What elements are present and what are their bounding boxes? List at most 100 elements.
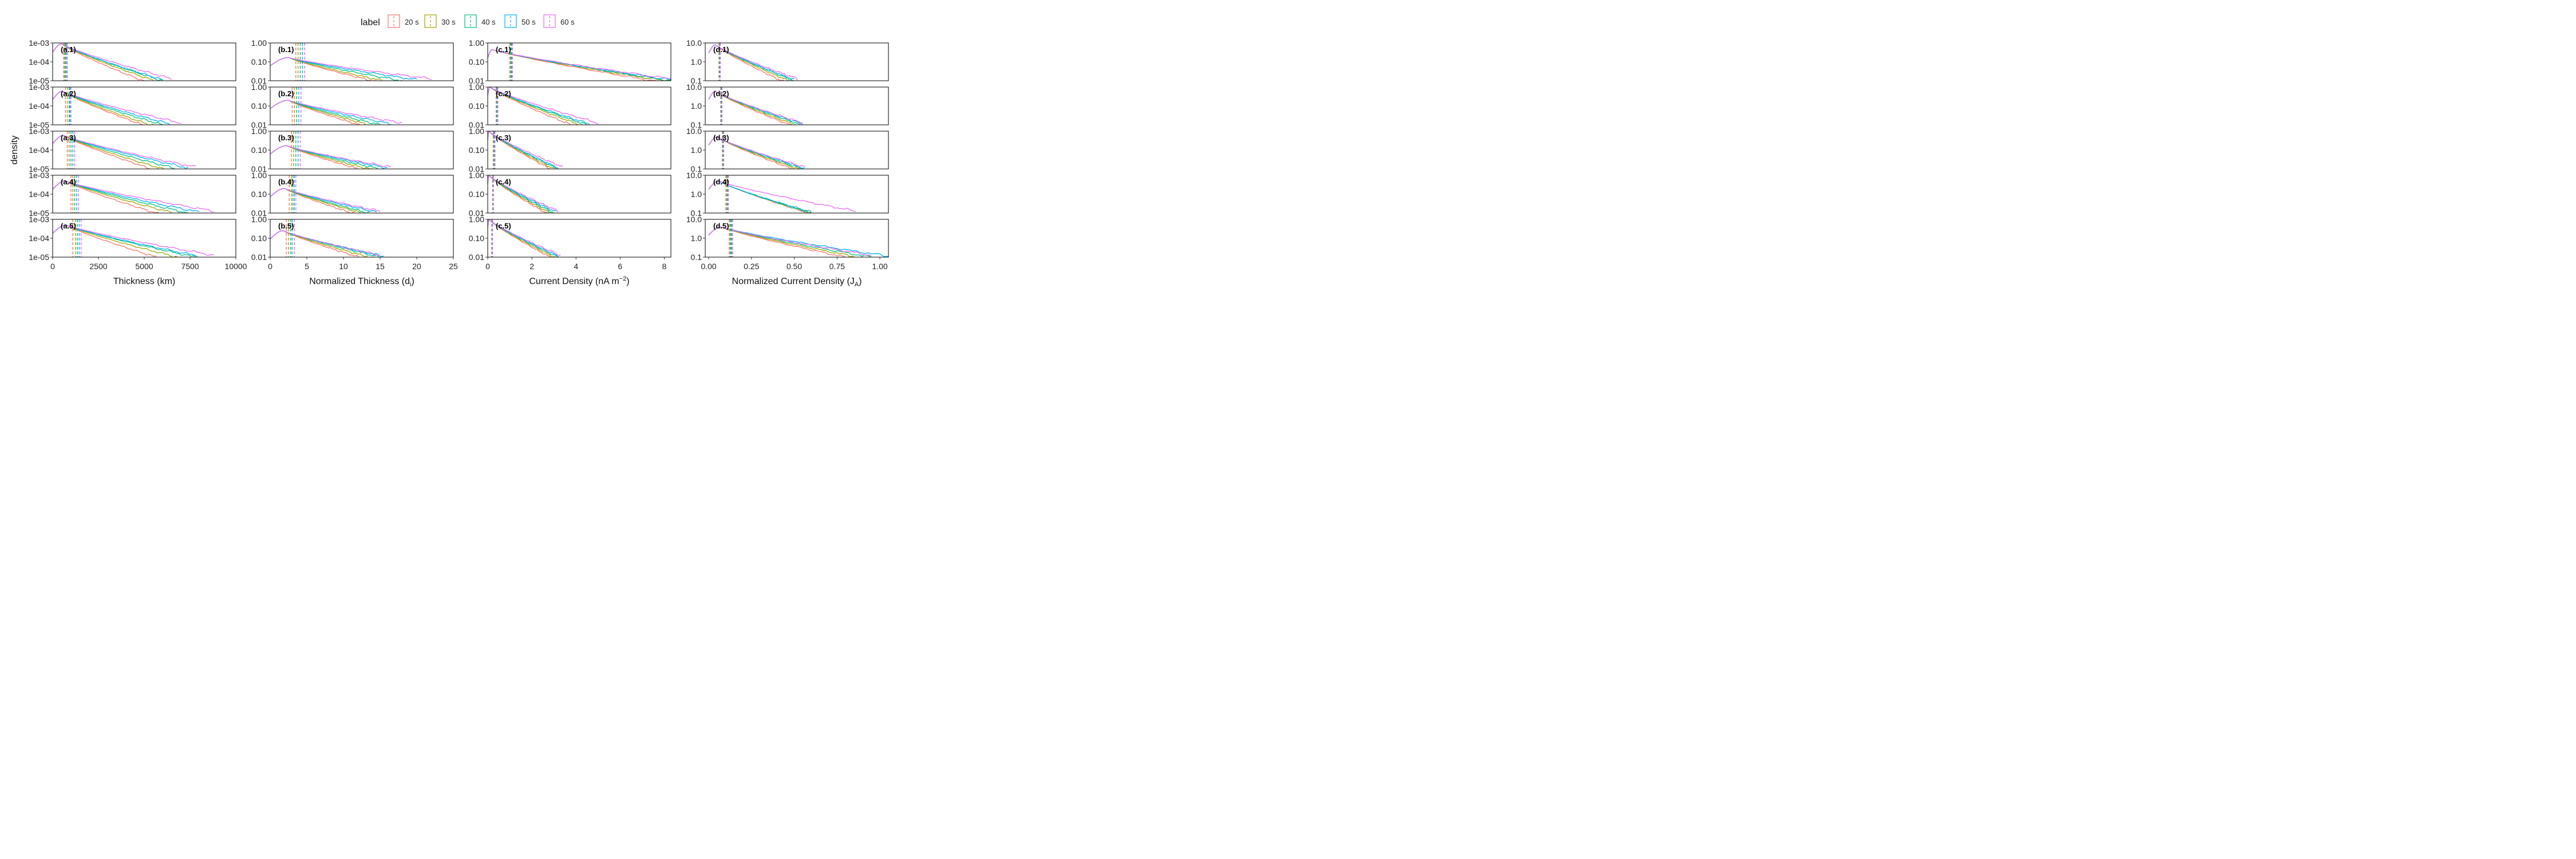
- x-axis-title: Normalized Thickness (di): [309, 277, 414, 288]
- y-tick-label: 1.00: [469, 215, 484, 224]
- y-tick-label: 1.00: [469, 171, 484, 180]
- panel-frame: [52, 42, 236, 81]
- x-axis-title-main: Current Density (nA m: [529, 277, 619, 286]
- panel-a-1: (a.1) 1e-05 1e-04 1e-03: [29, 38, 236, 85]
- y-tick-label: 0.10: [251, 57, 267, 66]
- panel-frame: [52, 86, 236, 125]
- panel-plot-area: [488, 43, 671, 81]
- legend-key: [424, 14, 437, 28]
- y-tick-label: 1.00: [251, 215, 267, 224]
- panel-plot-area: [708, 131, 805, 169]
- y-tick-label: 1e-04: [29, 57, 49, 66]
- x-axis-title-end: ): [411, 277, 414, 286]
- legend-label: 30 s: [441, 18, 456, 26]
- panel-c-3: (c.3) 0.01 0.10 1.00: [469, 127, 671, 174]
- density-curve-20s: [488, 175, 548, 213]
- panel-plot-area: [488, 87, 599, 125]
- y-tick-label: 0.1: [691, 208, 702, 218]
- density-curve-50s: [708, 180, 812, 213]
- panel-d-3: (d.3) 0.1 1.0 10.0: [686, 127, 889, 174]
- legend-label: 60 s: [560, 18, 575, 26]
- x-tick-label: 8: [662, 262, 667, 271]
- panel-plot-area: [488, 219, 561, 257]
- y-tick-label: 1.00: [251, 38, 267, 48]
- density-curve-50s: [488, 131, 559, 169]
- y-tick-label: 0.01: [469, 253, 484, 262]
- density-curve-40s: [270, 57, 402, 81]
- panel-frame: [705, 42, 889, 81]
- panel-label: (d.4): [713, 178, 729, 186]
- density-curve-60s: [708, 90, 803, 124]
- density-curve-50s: [270, 57, 417, 80]
- panel-label: (b.4): [278, 178, 294, 186]
- panel-d-5: (d.5) 0.1 1.0 10.0 0.00 0.25 0.50 0.75 1.00: [686, 215, 889, 271]
- density-curve-60s: [53, 180, 214, 212]
- y-tick-label: 1e-03: [29, 171, 49, 180]
- panel-plot-area: [53, 87, 181, 125]
- density-curve-60s: [270, 145, 392, 167]
- density-curve-40s: [53, 135, 177, 169]
- x-tick-label: 0.25: [744, 262, 759, 271]
- y-tick-label: 1.00: [469, 82, 484, 92]
- panel-plot-area: [708, 87, 803, 125]
- density-curve-30s: [270, 230, 373, 257]
- panel-c-4: (c.4) 0.01 0.10 1.00: [469, 171, 671, 218]
- legend-label: 50 s: [521, 18, 536, 26]
- panel-frame: [52, 219, 236, 258]
- panel-label: (a.1): [61, 45, 76, 54]
- x-tick-label: 0.00: [701, 262, 716, 271]
- density-curve-60s: [270, 230, 381, 256]
- legend-key: [504, 14, 517, 28]
- y-tick-label: 10.0: [686, 171, 702, 180]
- legend-item: 50 s: [504, 14, 536, 28]
- y-tick-label: 0.01: [251, 208, 267, 218]
- y-tick-label: 0.10: [251, 190, 267, 199]
- legend-item: 20 s: [388, 14, 419, 28]
- x-tick-label: 10000: [225, 262, 247, 271]
- y-tick-label: 1e-05: [29, 120, 49, 129]
- y-tick-label: 1e-04: [29, 190, 49, 199]
- y-tick-label: 1e-03: [29, 215, 49, 224]
- y-tick-label: 1e-03: [29, 127, 49, 136]
- x-tick-label: 6: [618, 262, 622, 271]
- panel-b-2: (b.2) 0.01 0.10 1.00: [251, 82, 454, 129]
- x-axis-title-subscript: i: [410, 281, 411, 288]
- density-curve-20s: [53, 180, 160, 213]
- panel-label: (d.1): [713, 45, 729, 54]
- y-tick-label: 1e-04: [29, 145, 49, 155]
- panel-label: (a.3): [61, 133, 76, 142]
- panel-c-1: (c.1) 0.01 0.10 1.00: [469, 38, 671, 85]
- panel-plot-area: [708, 43, 798, 81]
- y-tick-label: 0.10: [251, 101, 267, 111]
- y-tick-label: 1e-05: [29, 76, 49, 85]
- y-tick-label: 1.00: [251, 171, 267, 180]
- density-curve-60s: [708, 180, 856, 212]
- x-axis-title-main: Normalized Thickness (d: [309, 277, 410, 286]
- y-tick-label: 0.01: [469, 208, 484, 218]
- figure: label 20 s 30 s 40 s 50 s 60 s density (a.1)…: [0, 0, 898, 300]
- y-tick-label: 1e-03: [29, 38, 49, 48]
- y-tick-label: 0.10: [469, 234, 484, 243]
- x-tick-label: 1.00: [872, 262, 887, 271]
- legend: label 20 s 30 s 40 s 50 s 60 s: [361, 14, 575, 28]
- y-tick-label: 0.10: [469, 101, 484, 111]
- density-curve-20s: [488, 87, 573, 125]
- panel-plot-area: [53, 219, 214, 257]
- y-tick-label: 10.0: [686, 215, 702, 224]
- y-tick-label: 0.10: [251, 234, 267, 243]
- panel-plot-area: [488, 175, 559, 213]
- y-tick-label: 1.0: [691, 57, 702, 66]
- x-axis-title-main: Normalized Current Density (J: [732, 277, 855, 286]
- x-axis-title-superscript: −2: [619, 275, 627, 282]
- legend-label: 40 s: [481, 18, 496, 26]
- x-axis-title: Thickness (km): [113, 277, 175, 286]
- density-curve-60s: [488, 131, 563, 167]
- density-curve-50s: [53, 90, 171, 125]
- density-curve-60s: [488, 175, 559, 212]
- y-tick-label: 1e-04: [29, 234, 49, 243]
- density-curve-20s: [270, 230, 359, 257]
- panel-label: (a.2): [61, 89, 76, 98]
- x-tick-label: 25: [449, 262, 458, 271]
- x-axis-title-main: Thickness (km): [113, 277, 175, 286]
- y-tick-label: 1e-05: [29, 164, 49, 174]
